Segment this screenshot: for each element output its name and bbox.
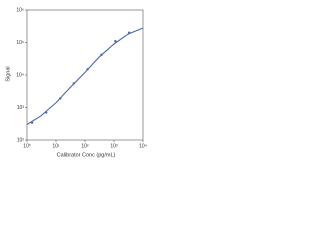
y-tick-label: 10² [17, 137, 25, 143]
data-point [72, 82, 75, 85]
y-tick-label: 10⁵ [16, 40, 24, 46]
x-tick-label: 10¹ [52, 143, 60, 149]
data-point [127, 31, 131, 34]
y-tick-label: 10⁴ [16, 72, 24, 78]
data-point [59, 97, 62, 100]
data-point [114, 39, 117, 43]
fit-line [26, 27, 144, 125]
data-point [30, 121, 34, 124]
data-point [100, 53, 103, 56]
x-axis-label: Calibrator Conc (pg/mL) [57, 152, 116, 158]
x-tick-label: 10⁰ [23, 143, 31, 149]
data-point [45, 111, 48, 114]
data-point [86, 68, 89, 71]
y-tick-label: 10³ [17, 105, 25, 111]
y-tick-label: 10⁶ [16, 7, 24, 13]
x-tick-label: 10² [81, 143, 89, 149]
y-axis-label: Signal [5, 66, 11, 81]
plot-frame [26, 9, 144, 141]
x-tick-label: 10³ [110, 143, 118, 149]
chart: Calibrator Conc (pg/mL) Signal 10⁰ 10¹ 10²… [5, 7, 147, 158]
x-tick-label: 10⁴ [139, 143, 147, 149]
